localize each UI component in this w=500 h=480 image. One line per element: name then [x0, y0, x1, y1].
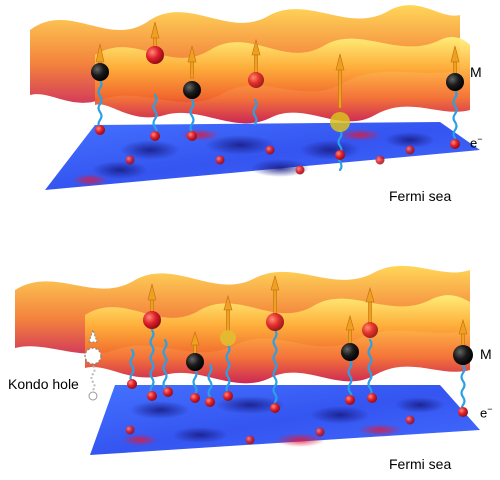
top-fermi-sea-label: Fermi sea	[389, 188, 452, 204]
conduction-electrons	[95, 125, 460, 175]
spin-arrows	[147, 274, 468, 358]
bottom-fermi-sea-label: Fermi sea	[389, 456, 452, 472]
fermi-sea-spots	[122, 396, 445, 447]
top-panel	[30, 5, 480, 190]
bottom-electron-label-sup: −	[487, 404, 493, 414]
top-electron-label: e−	[470, 134, 483, 150]
bottom-moment-label: M	[480, 346, 492, 362]
top-moment-label: M	[470, 64, 482, 80]
bottom-panel	[15, 265, 480, 455]
spin-density-wave-front	[85, 295, 470, 384]
coupling-springs	[129, 328, 466, 415]
top-electron-label-text: e	[470, 135, 478, 151]
kondo-hole-site	[84, 328, 102, 401]
local-moments	[91, 46, 464, 132]
conduction-electrons	[125, 379, 468, 445]
kondo-hole-label: Kondo hole	[8, 376, 79, 392]
bottom-electron-label-text: e	[480, 405, 488, 421]
bottom-electron-label: e−	[480, 404, 493, 420]
spin-arrows	[95, 21, 460, 109]
local-moments	[143, 311, 473, 371]
coupling-springs	[97, 78, 458, 172]
top-electron-label-sup: −	[477, 134, 483, 144]
